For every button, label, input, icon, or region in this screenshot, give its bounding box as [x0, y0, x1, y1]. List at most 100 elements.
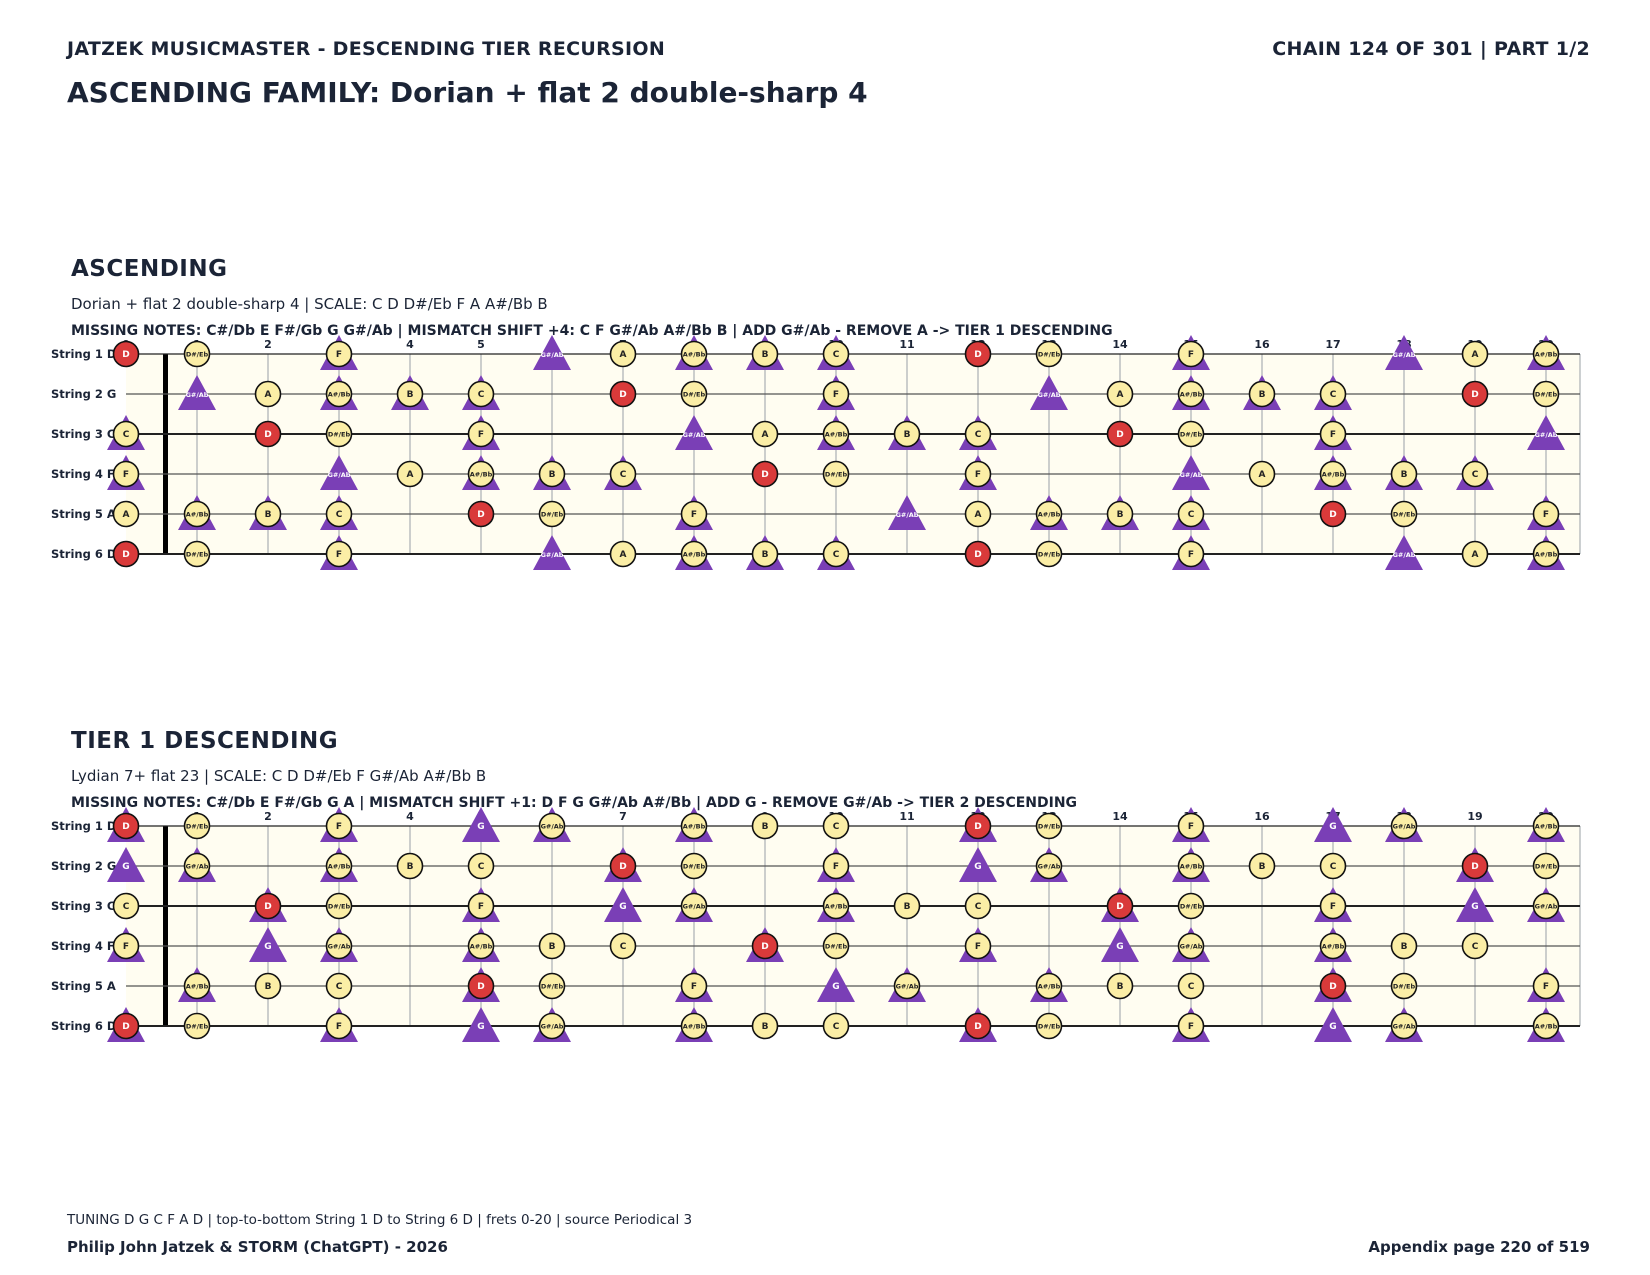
note-label: D#/Eb	[186, 551, 209, 559]
note-label: A#/Bb	[1180, 391, 1203, 399]
note-marker-f	[680, 500, 708, 528]
note-label: D#/Eb	[1038, 1023, 1061, 1031]
note-marker-f	[1177, 812, 1205, 840]
note-marker-a	[1461, 340, 1489, 368]
root-note-marker	[112, 340, 140, 368]
note-label: D#/Eb	[1038, 351, 1061, 359]
note-marker-f	[1319, 892, 1347, 920]
note-marker-d-eb	[1035, 1012, 1063, 1040]
note-label: D	[761, 470, 768, 480]
root-note-marker	[112, 1012, 140, 1040]
note-marker-a-bb	[1177, 852, 1205, 880]
note-marker-c	[609, 932, 637, 960]
note-marker-b	[751, 340, 779, 368]
string-label-3: String 3 C	[51, 899, 115, 913]
string-label-4: String 4 F	[51, 939, 115, 953]
note-label: B	[1117, 982, 1124, 992]
note-label: G#/Ab	[1038, 863, 1061, 871]
note-label: A#/Bb	[1038, 983, 1061, 991]
note-label: F	[478, 430, 484, 440]
fret-number-7: 7	[619, 810, 627, 823]
note-label: A#/Bb	[186, 983, 209, 991]
note-label: D	[264, 902, 271, 912]
note-label: F	[336, 1022, 342, 1032]
root-note-marker	[1106, 420, 1134, 448]
root-note-marker	[751, 932, 779, 960]
mismatch-triangle-g	[1314, 1007, 1352, 1042]
note-marker-b	[1106, 500, 1134, 528]
note-label: D#/Eb	[1180, 903, 1203, 911]
note-marker-g-ab	[1390, 1012, 1418, 1040]
note-marker-d-eb	[680, 852, 708, 880]
note-marker-d-eb	[538, 500, 566, 528]
note-label: B	[1259, 390, 1266, 400]
note-marker-a-bb	[822, 420, 850, 448]
note-label: A	[123, 510, 130, 520]
note-label: A#/Bb	[683, 551, 706, 559]
note-label: A	[620, 350, 627, 360]
note-marker-a-bb	[1532, 540, 1560, 568]
note-label: G	[1471, 902, 1478, 912]
note-label: D	[1116, 430, 1123, 440]
note-label: F	[833, 862, 839, 872]
note-marker-d-eb	[1035, 340, 1063, 368]
note-label: C	[1472, 942, 1479, 952]
note-label: C	[833, 350, 840, 360]
note-marker-g-ab	[183, 852, 211, 880]
note-marker-d-eb	[183, 1012, 211, 1040]
note-label: A#/Bb	[683, 351, 706, 359]
root-note-marker	[964, 340, 992, 368]
fret-number-16: 16	[1254, 338, 1270, 351]
note-label: D#/Eb	[1393, 983, 1416, 991]
note-label: C	[620, 942, 627, 952]
note-marker-f	[1177, 340, 1205, 368]
mismatch-triangle-g	[1456, 887, 1494, 922]
note-label: D	[761, 942, 768, 952]
note-marker-d-eb	[538, 972, 566, 1000]
note-marker-a-bb	[325, 852, 353, 880]
note-marker-f	[680, 972, 708, 1000]
note-label: A#/Bb	[1535, 351, 1558, 359]
note-label: C	[975, 902, 982, 912]
mismatch-triangle-g-ab	[533, 535, 571, 570]
note-marker-f	[112, 460, 140, 488]
note-label: B	[762, 1022, 769, 1032]
section-subtitle-ascending: Dorian + flat 2 double-sharp 4 | SCALE: …	[71, 295, 548, 313]
note-label: A#/Bb	[1180, 863, 1203, 871]
note-marker-c	[112, 892, 140, 920]
note-marker-d-eb	[1390, 500, 1418, 528]
note-marker-f	[1532, 500, 1560, 528]
note-marker-f	[325, 1012, 353, 1040]
note-label: F	[975, 942, 981, 952]
root-note-marker	[1319, 500, 1347, 528]
note-label: A	[1472, 350, 1479, 360]
note-marker-g-ab	[680, 892, 708, 920]
note-label: F	[1188, 822, 1194, 832]
note-label: D	[122, 822, 129, 832]
section-missing-tier1: MISSING NOTES: C#/Db E F#/Gb G A | MISMA…	[71, 795, 1078, 811]
note-label: A#/Bb	[328, 391, 351, 399]
header-chain-info: CHAIN 124 OF 301 | PART 1/2	[1272, 38, 1590, 60]
note-label: C	[1330, 862, 1337, 872]
mismatch-triangle-g-ab	[1172, 455, 1210, 490]
note-label: D	[974, 550, 981, 560]
header-title-left: JATZEK MUSICMASTER - DESCENDING TIER REC…	[67, 38, 666, 60]
note-label: D	[1329, 982, 1336, 992]
note-marker-c	[964, 420, 992, 448]
note-label: A#/Bb	[186, 511, 209, 519]
mismatch-triangle-g-ab	[1527, 415, 1565, 450]
note-marker-f	[1177, 1012, 1205, 1040]
root-note-marker	[254, 420, 282, 448]
string-label-2: String 2 G	[51, 859, 116, 873]
note-marker-f	[467, 420, 495, 448]
fret-number-19: 19	[1467, 810, 1482, 823]
fret-number-2: 2	[264, 810, 272, 823]
note-label: C	[1188, 982, 1195, 992]
fret-number-5: 5	[477, 338, 485, 351]
root-note-marker	[112, 540, 140, 568]
note-marker-b	[1248, 852, 1276, 880]
note-label: C	[1188, 510, 1195, 520]
fretboard-ascending: String 1 D String 2 G String 3 C String 4 F…	[51, 335, 1581, 570]
note-label: C	[478, 390, 485, 400]
mismatch-triangle-g	[817, 967, 855, 1002]
